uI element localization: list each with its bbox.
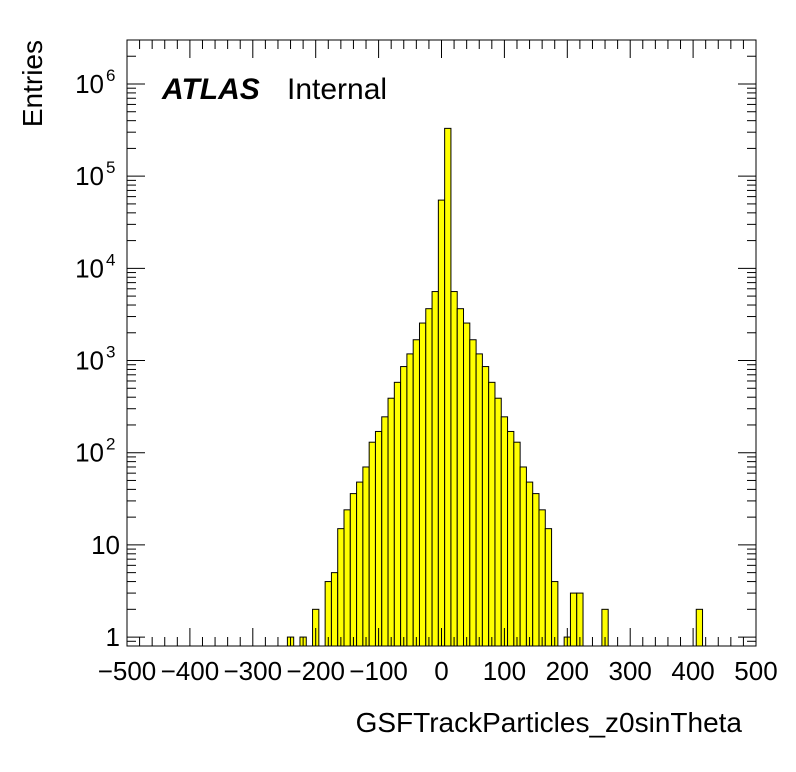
y-tick-exponent: 4 [106, 250, 115, 269]
y-tick-exponent: 3 [106, 343, 115, 362]
histogram-bars [286, 127, 704, 647]
x-tick-label: −300 [224, 656, 283, 686]
histogram-bin [418, 322, 427, 647]
x-tick-label: 300 [609, 656, 652, 686]
y-tick-exponent: 5 [106, 158, 115, 177]
histogram-bin [393, 381, 402, 647]
histogram-bin [538, 509, 546, 647]
histogram-bin [507, 430, 515, 647]
histogram-bin [381, 416, 389, 647]
histogram-bin [330, 572, 339, 647]
x-tick-label: −200 [286, 656, 345, 686]
x-tick-label: 500 [734, 656, 777, 686]
histogram-bin [368, 441, 376, 647]
x-tick-label: 200 [546, 656, 589, 686]
y-tick-label: 10 [75, 253, 104, 283]
histogram-bin [337, 528, 345, 647]
histogram-bin [324, 581, 332, 647]
histogram-bin [425, 308, 433, 647]
x-tick-label: −100 [349, 656, 408, 686]
y-tick-label: 10 [75, 69, 104, 99]
histogram-bin [437, 199, 446, 647]
histogram-bin [400, 366, 408, 647]
axis-ticks [126, 39, 757, 647]
histogram-bin [544, 528, 553, 647]
histogram-bin [500, 416, 509, 647]
atlas-label: ATLAS [161, 73, 260, 106]
histogram-bin [475, 353, 483, 647]
histogram-bin [551, 581, 559, 647]
histogram-bin [456, 308, 465, 647]
histogram-bin [444, 127, 452, 647]
x-tick-label: −500 [98, 656, 157, 686]
histogram-bin [362, 466, 370, 647]
histogram-bin [494, 397, 502, 647]
y-tick-label: 10 [75, 438, 104, 468]
x-tick-label: 0 [434, 656, 448, 686]
histogram-bin [525, 481, 534, 647]
x-tick-label: −400 [161, 656, 220, 686]
histogram-bin [450, 291, 458, 647]
y-tick-label: 1 [106, 622, 120, 652]
x-tick-label: 400 [671, 656, 714, 686]
x-axis-label: GSFTrackParticles_z0sinTheta [356, 707, 743, 738]
y-tick-exponent: 2 [106, 435, 115, 454]
y-tick-label: 10 [75, 346, 104, 376]
histogram-bin [469, 339, 477, 647]
internal-label: Internal [287, 73, 387, 106]
histogram-bin [532, 493, 540, 647]
x-tick-labels: −500 −400 −300 −200 −100 0 100 200 300 400 500 [98, 656, 778, 686]
histogram-bin [519, 466, 527, 647]
histogram-bin [431, 291, 439, 647]
histogram-bin [569, 592, 578, 647]
histogram-bin [406, 353, 414, 647]
histogram-bin [695, 608, 704, 647]
y-axis-label: Entries [17, 40, 48, 127]
y-tick-label: 10 [75, 161, 104, 191]
y-tick-label: 10 [91, 530, 120, 560]
histogram-bin [513, 441, 521, 647]
histogram-bin [412, 339, 420, 647]
histogram-bin [374, 430, 383, 647]
histogram-bin [481, 366, 490, 647]
histogram-bin [356, 481, 364, 647]
histogram-bin [463, 322, 471, 647]
x-tick-label: 100 [483, 656, 526, 686]
y-tick-exponent: 6 [106, 66, 115, 85]
histogram-bin [387, 397, 395, 647]
histogram-bin [343, 509, 351, 647]
histogram-bin [349, 493, 358, 647]
histogram-bin [488, 381, 496, 647]
